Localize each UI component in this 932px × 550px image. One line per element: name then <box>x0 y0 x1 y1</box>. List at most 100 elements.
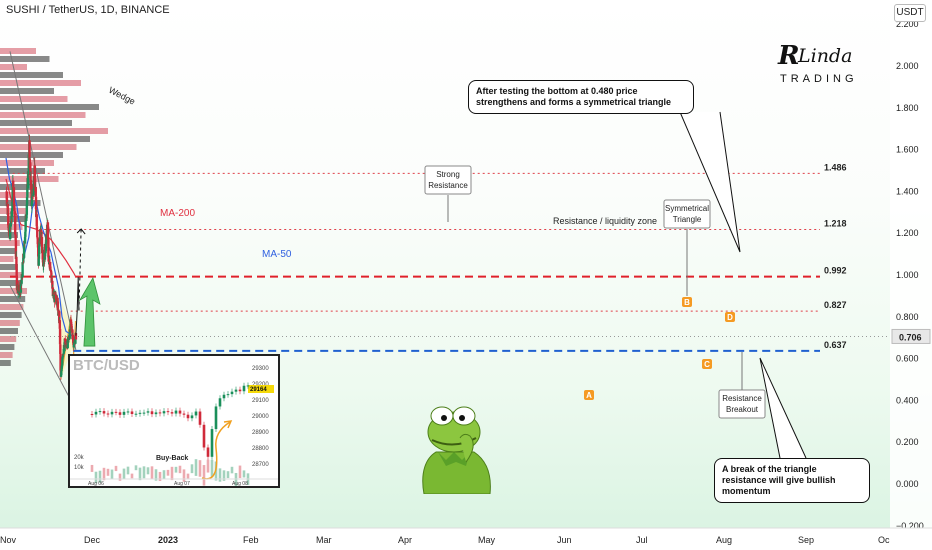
inset-buyback-arrowhead <box>223 420 233 429</box>
candle-body <box>12 187 16 207</box>
x-tick-label: Mar <box>316 535 332 545</box>
volume-profile-bar <box>0 56 50 62</box>
inset-volume-bar <box>98 470 102 483</box>
volume-profile-bar <box>0 240 20 246</box>
inset-volume-bar <box>182 469 186 482</box>
volume-profile-bar <box>0 192 32 198</box>
volume-profile-bar <box>0 128 108 134</box>
candle-body <box>25 196 29 205</box>
bullish-arrow <box>78 277 101 347</box>
point-c-marker-bg <box>702 359 712 369</box>
projection-path <box>75 277 80 336</box>
candle-body <box>58 328 62 345</box>
candle-body <box>37 258 40 266</box>
ma200-label: MA-200 <box>160 208 195 219</box>
level-label-0.827: 0.827 <box>824 300 847 310</box>
inset-candle-body <box>202 424 206 448</box>
volume-profile-bar <box>0 312 22 318</box>
candle-body <box>15 269 18 278</box>
candle-body <box>21 262 25 264</box>
volume-profile-bar <box>0 144 77 150</box>
inset-y-tick: 29000 <box>252 414 269 420</box>
y-tick-label: 1.800 <box>896 103 919 113</box>
currency-badge[interactable]: USDT <box>894 4 926 22</box>
inset-volume-bar <box>186 473 190 479</box>
candle-body <box>11 183 14 202</box>
inset-volume-bar <box>130 473 134 479</box>
inset-candle-body <box>198 411 202 425</box>
point-a-marker-bg <box>584 390 594 400</box>
x-tick-label: 2023 <box>158 535 178 545</box>
svg-text:R: R <box>777 41 800 71</box>
candle-body <box>60 368 63 372</box>
strong-resistance-label-text: Strong <box>436 170 460 179</box>
y-tick-label: 0.000 <box>896 479 919 489</box>
inset-volume-bar <box>178 465 182 474</box>
inset-candle-body <box>166 411 170 413</box>
candle-body <box>30 202 33 207</box>
resistance-zone-label: Resistance / liquidity zone <box>553 216 657 226</box>
inset-y-tick: 28900 <box>252 430 269 436</box>
inset-candle-body <box>142 412 146 414</box>
candle-body <box>42 264 45 266</box>
candle-body <box>13 204 16 211</box>
inset-candle-body <box>226 394 230 396</box>
candle-body <box>24 221 27 232</box>
callout-bottom-pointer <box>759 357 807 459</box>
inset-candle-body <box>170 412 174 414</box>
volume-profile-bar <box>0 120 72 126</box>
inset-candle-body <box>190 415 194 419</box>
svg-text:Linda: Linda <box>797 45 852 67</box>
inset-candle-body <box>138 412 142 414</box>
candle-body <box>33 165 36 179</box>
inset-candle-body <box>210 429 214 457</box>
inset-volume-bar <box>198 460 202 477</box>
volume-profile-bar <box>0 352 13 358</box>
point-d-marker: D <box>727 313 733 322</box>
symmetrical-triangle-label-box <box>663 199 711 229</box>
x-tick-label: Feb <box>243 535 259 545</box>
candle-body <box>34 186 37 197</box>
inset-last-price: 29164 <box>250 387 267 393</box>
candle-body <box>66 339 69 349</box>
inset-candle-body <box>242 385 246 392</box>
candle-body <box>59 344 62 355</box>
volume-profile-bar <box>0 328 18 334</box>
inset-volume-bar <box>122 468 126 479</box>
inset-svg: 2930029200291002900028900288002870020k10… <box>70 366 278 486</box>
candle-body <box>14 240 18 259</box>
candle-body <box>50 278 53 283</box>
candle-body <box>74 333 78 340</box>
inset-candle-body <box>182 413 186 415</box>
volume-profile-bar <box>0 72 63 78</box>
inset-candle-body <box>106 413 110 415</box>
inset-volume-bar <box>150 466 154 479</box>
candle-body <box>49 270 53 273</box>
inset-x-label: Aug 07 <box>174 481 190 486</box>
inset-volume-bar <box>114 465 118 472</box>
inset-candle-body <box>154 412 158 415</box>
inset-volume-tick: 20k <box>74 455 85 461</box>
x-tick-label: Dec <box>84 535 101 545</box>
inset-volume-tick: 10k <box>74 465 85 471</box>
candle-body <box>23 236 27 244</box>
btc-inset-chart: BTC/USD 29300292002910029000289002880028… <box>68 354 280 488</box>
volume-profile-bar <box>0 360 11 366</box>
point-c-marker: C <box>704 360 710 369</box>
candle-body <box>15 256 18 270</box>
candle-body <box>9 223 12 227</box>
kermit-illustration <box>416 402 494 495</box>
candle-body <box>36 238 39 245</box>
volume-profile-bar <box>0 184 36 190</box>
y-tick-label: 1.000 <box>896 270 919 280</box>
inset-candle-body <box>94 411 98 415</box>
volume-profile-bar <box>0 96 68 102</box>
inset-volume-bar <box>242 470 246 478</box>
wedge-label: Wedge <box>107 85 137 107</box>
inset-candle-body <box>246 385 250 387</box>
inset-volume-bar <box>138 467 142 481</box>
resistance-breakout-label-text: Breakout <box>726 405 759 414</box>
inset-volume-bar <box>218 468 222 482</box>
x-tick-label: Jun <box>557 535 572 545</box>
